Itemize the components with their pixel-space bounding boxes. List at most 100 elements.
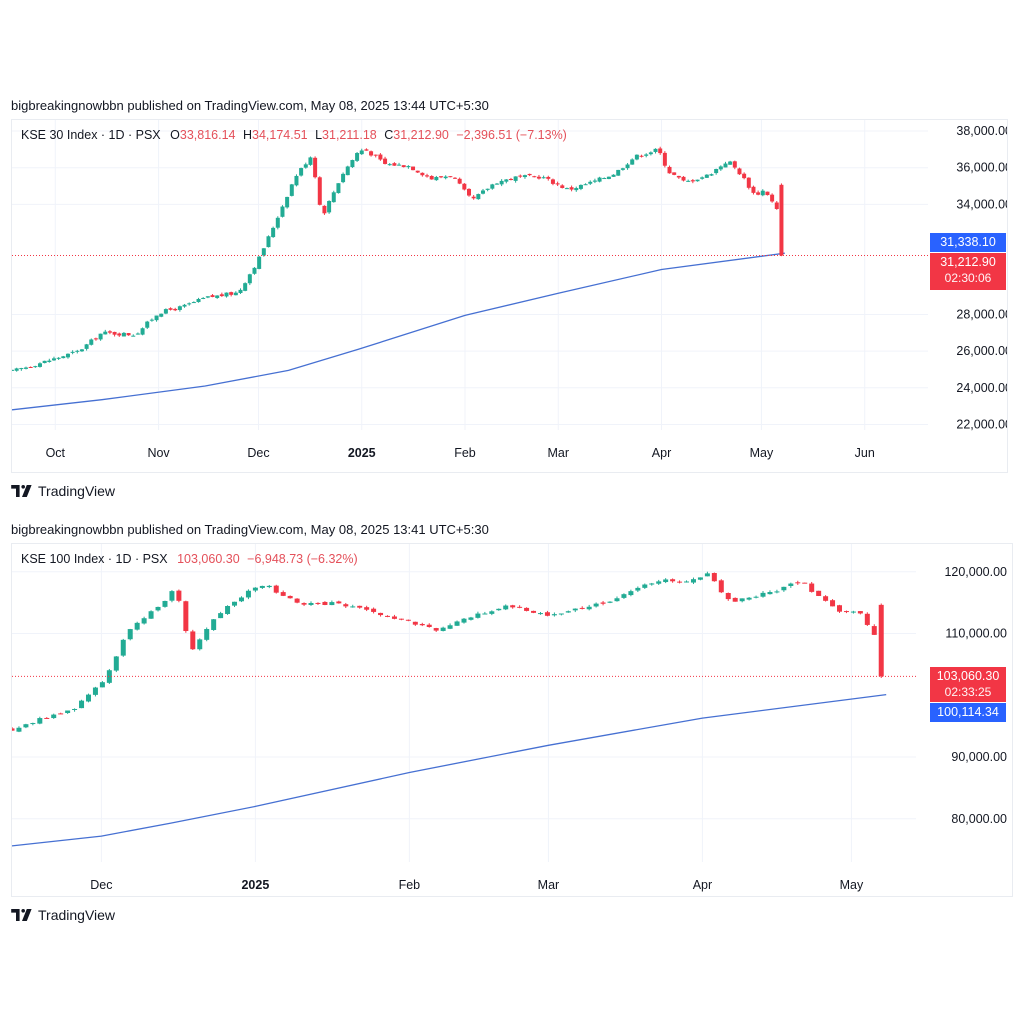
candle-body (531, 610, 537, 613)
candle-body (718, 166, 723, 170)
candle-body (475, 613, 481, 618)
ma-price-label: 31,338.10 (940, 235, 996, 249)
candle-body (524, 607, 530, 611)
candle-body (440, 627, 446, 631)
candle-body (714, 169, 719, 174)
candle-body (490, 184, 495, 189)
candle-body (341, 173, 346, 183)
candle-body (243, 283, 248, 291)
kse30-chart-svg[interactable]: 22,000.00 24,000.00 26,000.00 28,000.00 34,0… (12, 120, 1007, 472)
candle-body (583, 184, 588, 186)
candle-body (667, 166, 672, 174)
candle-body (275, 217, 280, 228)
candle-body (79, 700, 85, 709)
candle-body (12, 369, 14, 371)
candle-body (711, 573, 717, 582)
candle-body (47, 360, 52, 362)
candle-body (864, 613, 870, 625)
candle-body (289, 184, 294, 196)
candle-body (79, 349, 84, 352)
candle-body (238, 289, 243, 294)
kse100-chart-svg[interactable]: 80,000.00 90,000.00 110,000.00 120,000.00 De… (12, 544, 1012, 896)
candle-body (387, 164, 392, 166)
candle-body (12, 728, 15, 731)
candle-body (225, 606, 231, 614)
y-axis-tick-label: 36,000.00 (956, 161, 1007, 175)
candle-body (245, 590, 251, 598)
published-caption: bigbreakingnowbbn published on TradingVi… (11, 522, 489, 537)
kse30-chart-panel: bigbreakingnowbbn published on TradingVi… (0, 0, 1024, 510)
candle-body (224, 292, 229, 297)
candle-body (527, 173, 532, 176)
candle-body (259, 585, 265, 588)
candle-body (676, 175, 681, 178)
candle-body (662, 152, 667, 166)
candle-body (23, 367, 28, 369)
candle-body (648, 152, 653, 155)
candle-body (163, 309, 168, 314)
candle-body (329, 602, 335, 606)
candle-body (508, 178, 513, 180)
kse100-chart-area[interactable]: 80,000.00 90,000.00 110,000.00 120,000.00 De… (11, 543, 1013, 897)
candle-body (425, 175, 430, 177)
legend-close-value: 31,212.90 (393, 128, 449, 142)
candle-body (168, 308, 173, 310)
candle-body (513, 176, 518, 181)
kse30-chart-area[interactable]: 22,000.00 24,000.00 26,000.00 28,000.00 34,0… (11, 119, 1008, 473)
candle-body (621, 594, 627, 598)
legend-change: −6,948.73 (−6.32%) (247, 552, 358, 566)
candle-body (560, 185, 565, 189)
last-price-label: 31,212.90 (940, 255, 996, 269)
candle-body (177, 306, 182, 310)
candle-body (564, 188, 569, 190)
candle-body (517, 606, 523, 608)
legend-change: −2,396.51 (−7.13%) (456, 128, 567, 142)
candle-body (823, 596, 829, 601)
candle-body (197, 639, 203, 650)
candle-body (155, 606, 161, 611)
candle-body (454, 621, 460, 626)
candle-body (788, 583, 794, 586)
candle-body (56, 357, 61, 359)
legend-high-value: 34,174.51 (252, 128, 308, 142)
candle-body (482, 613, 488, 615)
candle-body (642, 584, 648, 588)
candle-body (58, 713, 64, 715)
legend-symbol: KSE 100 Index · 1D · PSX (21, 552, 168, 566)
candle-body (704, 573, 710, 577)
candle-body (205, 296, 210, 298)
candle-body (145, 321, 150, 328)
candle-body (412, 621, 418, 625)
candle-body (154, 315, 159, 321)
candle-body (397, 164, 402, 166)
candle-body (176, 590, 182, 601)
candle-body (830, 600, 836, 607)
candle-body (809, 583, 815, 592)
candle-body (70, 351, 75, 353)
x-axis-tick-label: Nov (147, 446, 170, 460)
candle-body (767, 592, 773, 595)
last-price-label: 103,060.30 (936, 669, 1000, 683)
candle-body (663, 579, 669, 583)
tradingview-brand[interactable]: TradingView (11, 907, 115, 923)
candle-body (625, 164, 630, 169)
candle-body (190, 631, 196, 650)
tradingview-brand[interactable]: TradingView (11, 483, 115, 499)
candle-body (634, 154, 639, 160)
candle-body (760, 190, 765, 196)
countdown-label: 02:33:25 (944, 685, 992, 699)
candle-body (588, 181, 593, 184)
candle-body (878, 604, 884, 677)
candle-body (690, 579, 696, 583)
candle-body (462, 183, 467, 190)
candle-body (471, 196, 476, 199)
candle-body (75, 350, 80, 352)
candle-body (405, 619, 411, 621)
candle-body (401, 165, 406, 168)
candle-body (746, 177, 751, 188)
candle-body (37, 718, 43, 724)
candle-body (532, 176, 537, 178)
candle-body (578, 184, 583, 189)
kse100-legend: KSE 100 Index · 1D · PSX 103,060.30 −6,9… (21, 552, 358, 566)
candle-body (294, 598, 300, 603)
